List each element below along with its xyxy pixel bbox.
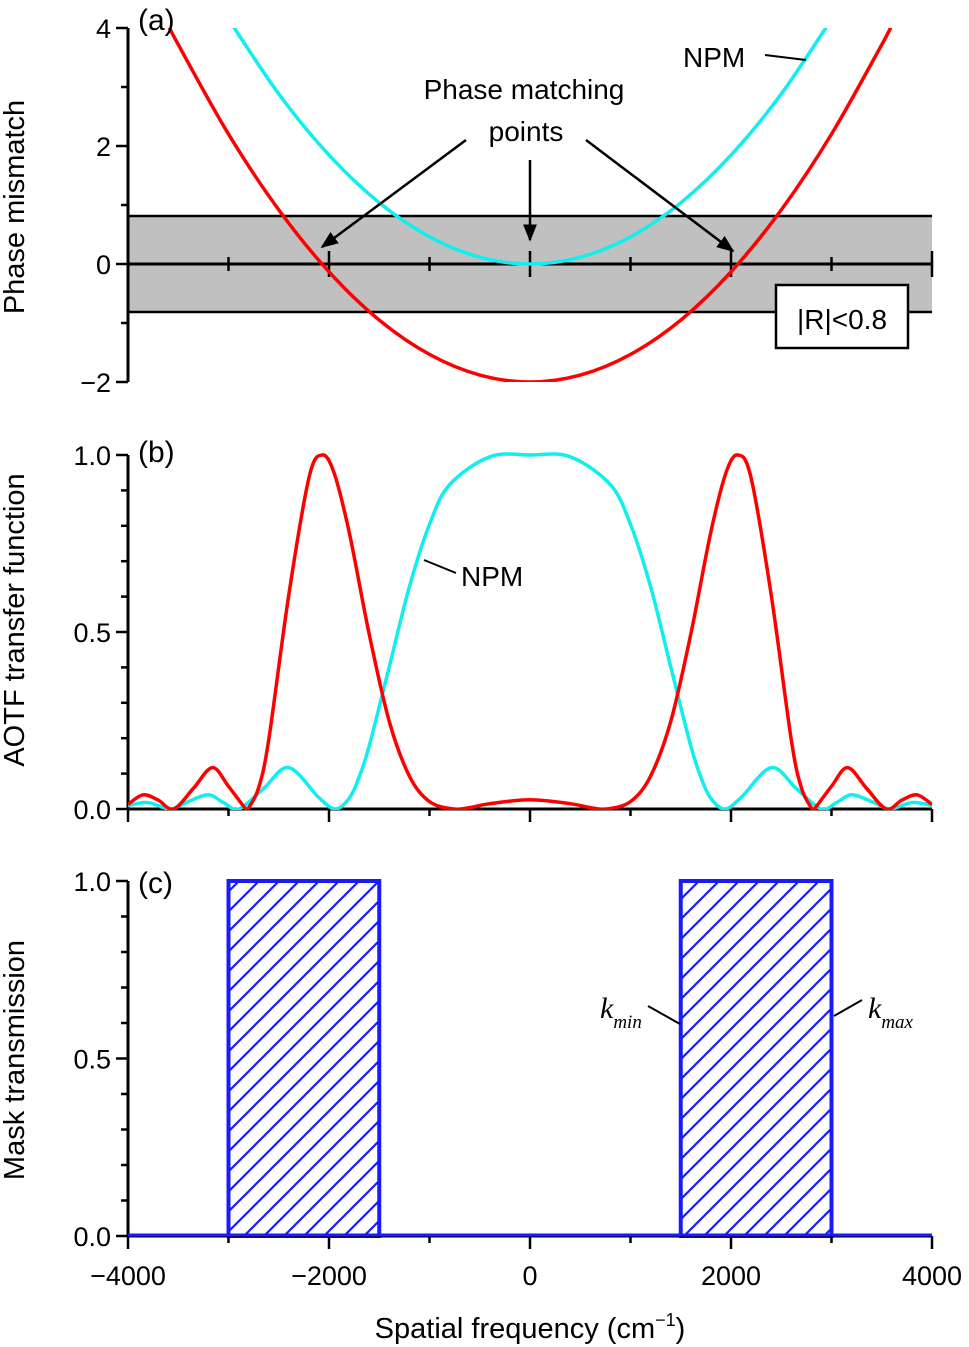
x-tick-label: −4000 [90,1261,166,1291]
red-curve [167,28,893,382]
y-tick-label: 0.5 [73,1045,111,1075]
y-tick-label: 4 [96,14,111,44]
arrow-right-pm [585,139,735,253]
npm-label-a: NPM [683,42,745,73]
panel-a: 420−2 (a) Phase mismatch Phase matching … [0,4,934,398]
y-tick-label: 1.0 [73,867,111,897]
y-tick-label: 0.0 [73,1222,111,1252]
panel-label-a: (a) [138,4,175,37]
y-tick-label: 1.0 [73,441,111,471]
npm-leader-a [764,54,807,61]
mask-passband-bar [678,879,834,1238]
panel-label-b: (b) [138,436,175,469]
y-tick-label: 2 [96,132,111,162]
x-tick-label: 0 [522,1261,537,1291]
k-min-leader [647,1005,681,1025]
band-legend-box [774,283,910,350]
phase-matching-label-line1: Phase matching [424,74,625,105]
x-axis-title: Spatial frequency (cm−1) [375,1310,686,1345]
y-tick-label: −2 [80,368,111,398]
y-tick-label: 0.5 [73,618,111,648]
x-tick-label: 2000 [701,1261,761,1291]
y-tick-label: 0 [96,250,111,280]
red-curve [128,453,932,810]
panel-b: 1.0 0.5 0.0 (b) AOTF transfer function NPM [0,436,934,825]
npm-leader-b [423,559,457,574]
npm-curve [232,28,828,266]
y-axis-title-b: AOTF transfer function [0,473,31,766]
k-max-label: kmax [868,992,914,1033]
npm-label-b: NPM [461,561,523,592]
panel-c: 1.0 0.5 0.0 −4000 −2000 0 2000 4000 (c) Mask tr… [0,867,962,1345]
y-tick-label: 0.0 [73,795,111,825]
npm-curve [128,452,932,810]
y-axis-title-a: Phase mismatch [0,100,31,314]
y-axis-title-c: Mask transmission [0,940,31,1180]
phase-matching-label-line2: points [489,116,564,147]
mask-passband-bar [226,879,382,1238]
band-legend-label: |R|<0.8 [797,304,887,335]
panel-label-c: (c) [138,867,173,900]
x-tick-label: −2000 [291,1261,367,1291]
k-max-leader [833,999,863,1017]
x-tick-label: 4000 [902,1261,962,1291]
arrow-left-pm [320,138,467,249]
k-min-label: kmin [600,992,642,1033]
